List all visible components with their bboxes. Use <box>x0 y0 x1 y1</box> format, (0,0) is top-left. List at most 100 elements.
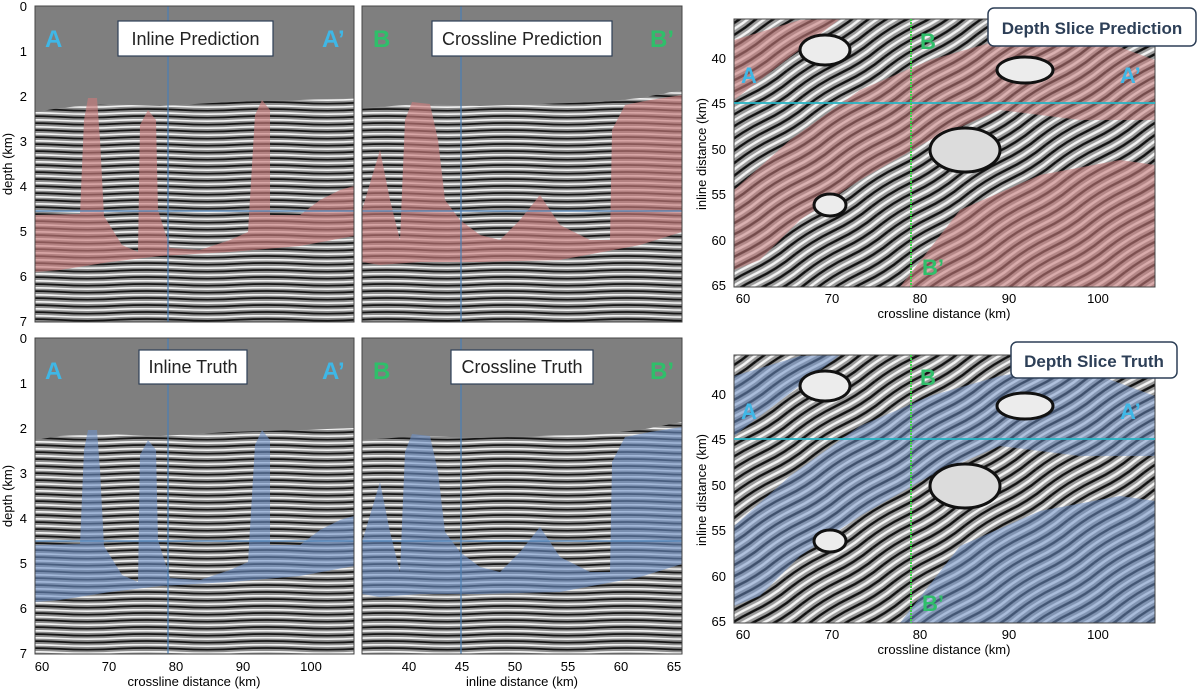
crossline-tick: 90 <box>236 659 250 674</box>
b-prime-label: B’ <box>650 26 674 53</box>
panel-title-box <box>117 20 274 57</box>
inline-tick: 60 <box>712 569 726 584</box>
inline-tick: 55 <box>712 187 726 202</box>
panel-title-box <box>138 349 248 385</box>
inline-tick: 45 <box>712 96 726 111</box>
crossline-tick: 70 <box>825 291 839 306</box>
inline-axis-label: inline distance (km) <box>694 434 709 546</box>
salt-mask-truth <box>362 427 682 597</box>
panel-title-box <box>987 7 1197 47</box>
inline-tick: 60 <box>712 233 726 248</box>
crossline-tick: 80 <box>913 627 927 642</box>
seismic-image <box>35 98 354 322</box>
salt-mask-truth <box>734 366 1155 606</box>
depth-slice-truth-panel: A A’ B B’ Depth Slice Truth 40 45 50 55 … <box>694 341 1178 657</box>
slice-feature <box>798 369 852 403</box>
salt-mask-prediction <box>734 19 840 100</box>
depth-tick: 2 <box>20 89 27 104</box>
inline-tick: 65 <box>712 278 726 293</box>
inline-tick: 50 <box>712 478 726 493</box>
depth-axis-label: depth (km) <box>0 133 15 195</box>
salt-mask-truth <box>900 496 1155 623</box>
a-label: A <box>45 358 62 385</box>
depth-tick: 3 <box>20 466 27 481</box>
slice-feature <box>798 33 852 67</box>
b-prime-label: B’ <box>650 358 674 385</box>
depth-tick: 5 <box>20 224 27 239</box>
crossline-tick: 80 <box>913 291 927 306</box>
inline-slice-axis-top: 40 45 50 55 60 65 inline distance (km) <box>694 51 726 293</box>
crossline-tick: 100 <box>300 659 322 674</box>
inline-tick: 65 <box>712 614 726 629</box>
slice-feature <box>928 462 1002 510</box>
inline-axis-label: inline distance (km) <box>466 674 578 689</box>
crossline-axis-label: crossline distance (km) <box>878 306 1011 321</box>
salt-mask-prediction <box>900 160 1155 287</box>
depth-tick: 0 <box>20 331 27 346</box>
slice-feature <box>928 126 1002 174</box>
salt-mask-truth <box>734 355 840 436</box>
depth-tick: 5 <box>20 556 27 571</box>
panel-frame <box>361 5 683 323</box>
inline-tick: 45 <box>455 659 469 674</box>
depth-tick: 4 <box>20 179 27 194</box>
crossline-axis-label: crossline distance (km) <box>878 642 1011 657</box>
crossline-tick: 60 <box>35 659 49 674</box>
slice-feature <box>812 528 848 554</box>
panel-frame <box>733 354 1156 624</box>
panel-title: Depth Slice Prediction <box>1002 19 1182 38</box>
a-prime-label: A’ <box>322 26 345 53</box>
seismic-image <box>362 422 682 654</box>
inline-tick: 65 <box>667 659 681 674</box>
depth-slice-prediction-panel: A A’ B B’ Depth Slice Prediction 40 45 5… <box>694 7 1197 321</box>
inline-tick: 50 <box>712 142 726 157</box>
depth-tick: 4 <box>20 511 27 526</box>
salt-mask-prediction <box>734 30 1155 270</box>
crossline-tick: 60 <box>736 291 750 306</box>
crossline-tick: 60 <box>736 627 750 642</box>
b-prime-label: B’ <box>922 591 944 616</box>
panel-frame <box>34 5 355 323</box>
crossline-truth-panel: B B’ Crossline Truth 40 45 50 55 60 65 i… <box>361 337 683 689</box>
crossline-tick: 90 <box>1002 291 1016 306</box>
crossline-axis-top-right: 60 70 80 90 100 crossline distance (km) <box>736 291 1109 321</box>
a-label: A <box>741 399 757 424</box>
seismic-image <box>362 90 682 322</box>
crossline-tick: 70 <box>825 627 839 642</box>
panel-frame <box>34 337 355 655</box>
depth-tick: 1 <box>20 44 27 59</box>
depth-tick: 3 <box>20 134 27 149</box>
depth-tick: 6 <box>20 601 27 616</box>
panel-title-box <box>1010 341 1178 379</box>
crossline-tick: 100 <box>1087 291 1109 306</box>
panel-title: Inline Prediction <box>131 29 259 49</box>
inline-tick: 55 <box>561 659 575 674</box>
depth-tick: 2 <box>20 421 27 436</box>
crossline-tick: 100 <box>1087 627 1109 642</box>
crossline-tick: 70 <box>102 659 116 674</box>
depth-tick: 1 <box>20 376 27 391</box>
inline-slice-axis-bottom: 40 45 50 55 60 65 inline distance (km) <box>694 387 726 629</box>
slice-feature <box>812 192 848 218</box>
depth-tick: 0 <box>20 0 27 14</box>
slice-feature <box>995 391 1055 421</box>
inline-tick: 50 <box>508 659 522 674</box>
panel-title-box <box>450 349 594 385</box>
inline-tick: 40 <box>402 659 416 674</box>
crossline-tick: 80 <box>169 659 183 674</box>
depth-axis-label: depth (km) <box>0 465 15 527</box>
panel-title: Crossline Prediction <box>442 29 602 49</box>
depth-tick: 7 <box>20 646 27 661</box>
salt-mask-prediction <box>35 98 354 272</box>
b-label: B <box>920 365 936 390</box>
a-prime-label: A’ <box>1120 63 1141 88</box>
depth-axis-top: 0 1 2 3 4 5 6 7 depth (km) <box>0 0 27 329</box>
depth-axis-bottom: 0 1 2 3 4 5 6 7 depth (km) <box>0 331 27 661</box>
inline-truth-panel: A A’ Inline Truth 0 1 2 3 4 5 6 7 depth … <box>0 331 355 689</box>
b-label: B <box>373 26 390 53</box>
panel-title-box <box>431 20 613 57</box>
panel-frame <box>361 337 683 655</box>
a-label: A <box>741 63 757 88</box>
b-prime-label: B’ <box>922 255 944 280</box>
